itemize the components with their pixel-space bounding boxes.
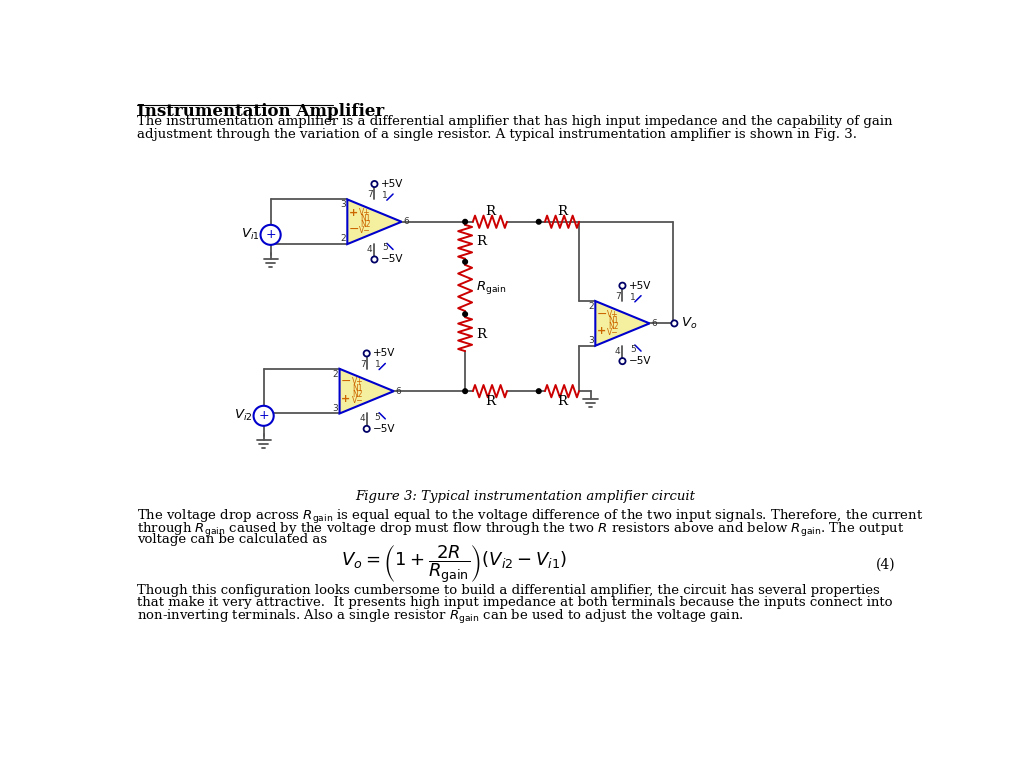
Text: $R_{\mathrm{gain}}$: $R_{\mathrm{gain}}$	[476, 280, 507, 296]
Text: −: −	[348, 223, 358, 236]
Text: 6: 6	[395, 387, 401, 396]
Text: V+: V+	[607, 310, 618, 319]
Text: 1: 1	[375, 360, 381, 370]
Text: 3: 3	[588, 336, 594, 345]
Text: 7: 7	[360, 360, 366, 369]
Text: V+: V+	[351, 377, 364, 387]
Text: R: R	[485, 395, 495, 407]
Text: 7: 7	[368, 190, 374, 199]
Circle shape	[672, 320, 678, 326]
Text: V−: V−	[351, 396, 364, 405]
Text: N2: N2	[608, 322, 618, 331]
Text: $V_o = \left(1 + \dfrac{2R}{R_{\mathrm{gain}}}\right)(V_{i2} - V_{i1})$: $V_o = \left(1 + \dfrac{2R}{R_{\mathrm{g…	[341, 544, 566, 585]
Text: non-inverting terminals. Also a single resistor $R_{\mathrm{gain}}$ can be used : non-inverting terminals. Also a single r…	[137, 608, 744, 626]
Polygon shape	[347, 199, 401, 244]
Text: adjustment through the variation of a single resistor. A typical instrumentation: adjustment through the variation of a si…	[137, 128, 857, 141]
Text: $V_{i1}$: $V_{i1}$	[241, 227, 260, 243]
Text: V+: V+	[359, 208, 371, 217]
Circle shape	[260, 225, 281, 245]
Text: +5V: +5V	[629, 281, 651, 290]
Text: −5V: −5V	[381, 255, 403, 264]
Text: N1: N1	[608, 316, 618, 325]
Circle shape	[537, 219, 541, 224]
Polygon shape	[340, 369, 394, 413]
Text: 6: 6	[651, 319, 657, 328]
Text: R: R	[557, 395, 567, 407]
Text: voltage can be calculated as: voltage can be calculated as	[137, 533, 328, 546]
Text: 4: 4	[359, 414, 365, 424]
Circle shape	[364, 426, 370, 432]
Text: R: R	[557, 206, 567, 218]
Text: 2: 2	[340, 234, 345, 243]
Circle shape	[463, 259, 467, 264]
Text: −: −	[341, 376, 351, 388]
Text: Instrumentation Amplifier: Instrumentation Amplifier	[137, 103, 385, 120]
Text: +5V: +5V	[381, 179, 403, 189]
Text: Though this configuration looks cumbersome to build a differential amplifier, th: Though this configuration looks cumberso…	[137, 584, 880, 597]
Text: N1: N1	[352, 383, 362, 393]
Text: Figure 3: Typical instrumentation amplifier circuit: Figure 3: Typical instrumentation amplif…	[354, 490, 695, 504]
Text: 4: 4	[615, 346, 621, 356]
Circle shape	[364, 350, 370, 357]
Text: +: +	[597, 326, 606, 336]
Text: 5: 5	[631, 345, 636, 354]
Text: N2: N2	[352, 390, 362, 399]
Text: 1: 1	[631, 293, 636, 302]
Text: −5V: −5V	[373, 424, 395, 434]
Text: R: R	[485, 206, 495, 218]
Circle shape	[463, 312, 467, 316]
Circle shape	[620, 283, 626, 289]
Text: The voltage drop across $R_{\mathrm{gain}}$ is equal equal to the voltage differ: The voltage drop across $R_{\mathrm{gain…	[137, 508, 924, 526]
Text: +: +	[258, 410, 269, 422]
Text: 2: 2	[332, 370, 338, 379]
Text: R: R	[476, 328, 486, 340]
Text: +: +	[349, 208, 358, 217]
Text: V−: V−	[607, 328, 618, 337]
Text: R: R	[476, 236, 486, 248]
Circle shape	[372, 256, 378, 263]
Text: −5V: −5V	[629, 357, 651, 366]
Text: +: +	[341, 394, 350, 403]
Text: 4: 4	[367, 245, 373, 254]
Text: N1: N1	[359, 214, 371, 223]
Circle shape	[463, 389, 467, 393]
Text: (4): (4)	[876, 557, 895, 571]
Text: +5V: +5V	[373, 349, 395, 358]
Text: through $R_{\mathrm{gain}}$ caused by the voltage drop must flow through the two: through $R_{\mathrm{gain}}$ caused by th…	[137, 521, 904, 538]
Text: 5: 5	[375, 413, 381, 422]
Text: 2: 2	[588, 302, 594, 311]
Text: +: +	[265, 229, 275, 241]
Circle shape	[537, 389, 541, 393]
Text: 3: 3	[340, 200, 345, 209]
Text: 5: 5	[382, 243, 388, 253]
Polygon shape	[595, 301, 649, 346]
Text: 1: 1	[382, 191, 388, 200]
Circle shape	[620, 358, 626, 364]
Text: The instrumentation amplifier is a differential amplifier that has high input im: The instrumentation amplifier is a diffe…	[137, 116, 893, 129]
Text: 3: 3	[332, 403, 338, 413]
Text: that make it very attractive.  It presents high input impedance at both terminal: that make it very attractive. It present…	[137, 596, 893, 609]
Text: $V_o$: $V_o$	[681, 316, 697, 331]
Text: V−: V−	[359, 226, 371, 236]
Circle shape	[463, 219, 467, 224]
Text: N2: N2	[359, 220, 371, 229]
Circle shape	[254, 406, 273, 426]
Text: 6: 6	[403, 217, 410, 226]
Text: $V_{i2}$: $V_{i2}$	[234, 408, 253, 424]
Circle shape	[372, 181, 378, 187]
Text: −: −	[596, 308, 607, 320]
Text: 7: 7	[615, 292, 622, 301]
